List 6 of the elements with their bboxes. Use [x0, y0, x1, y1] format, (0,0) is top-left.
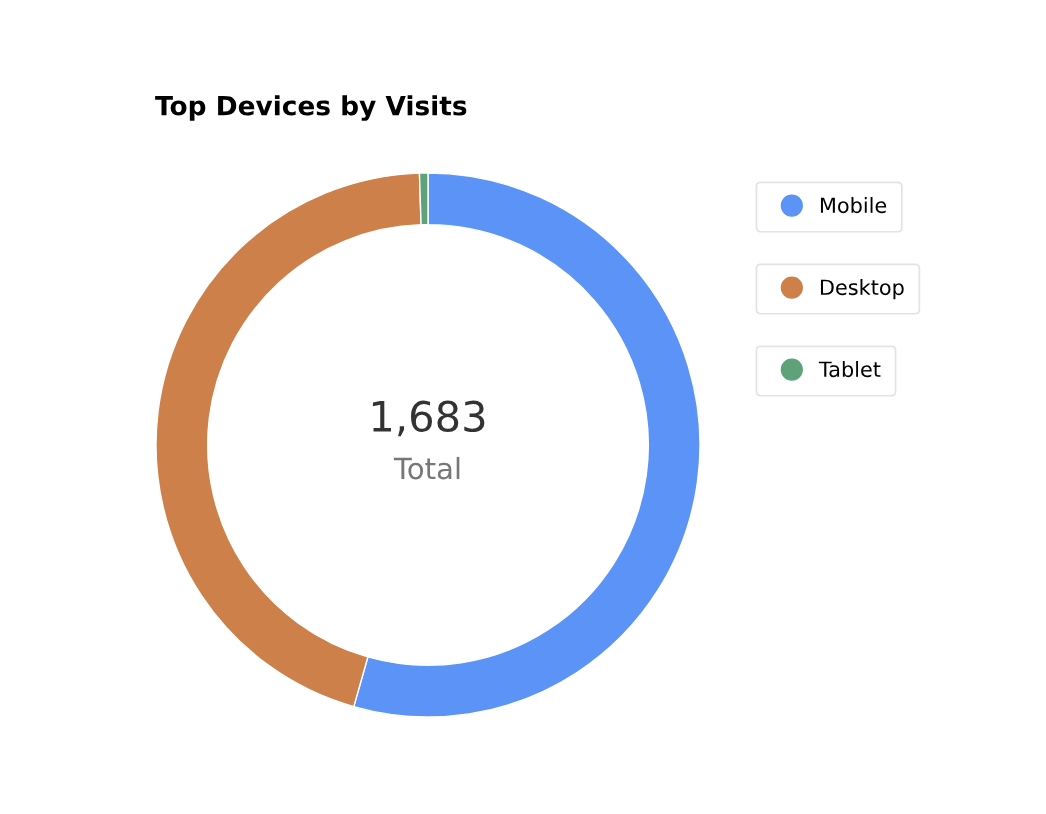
chart-title: Top Devices by Visits: [155, 95, 467, 121]
legend-label: Tablet: [818, 361, 881, 378]
legend-label: Mobile: [820, 197, 887, 214]
text: 1,683: [372, 400, 485, 437]
legend-label: Desktop: [820, 279, 904, 300]
text: Total: [393, 456, 460, 480]
